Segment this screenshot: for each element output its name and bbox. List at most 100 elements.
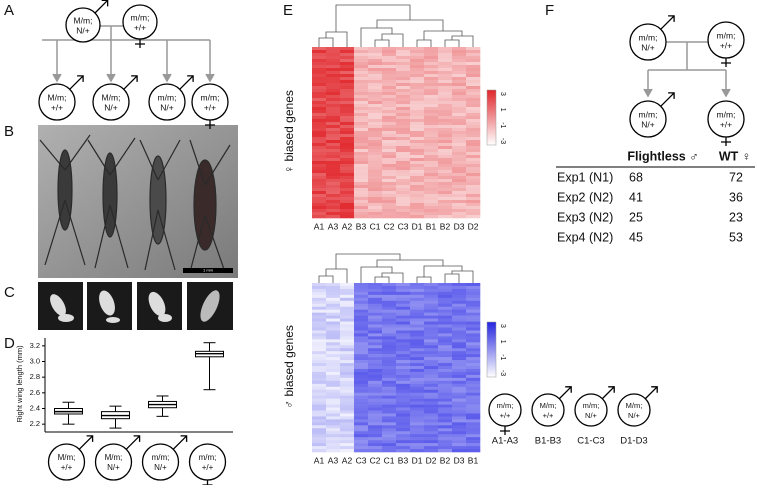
heatmap-cell xyxy=(424,327,439,331)
heatmap-cell xyxy=(438,315,453,319)
heatmap-cell xyxy=(312,62,327,66)
heatmap-cell xyxy=(340,339,355,343)
heatmap-cell xyxy=(410,137,425,141)
heatmap-cell xyxy=(424,59,439,63)
heatmap-cell xyxy=(312,203,327,207)
heatmap-cell xyxy=(340,300,355,305)
heatmap-cell xyxy=(326,446,341,450)
heatmap-cell xyxy=(382,110,397,114)
heatmap-cell xyxy=(410,389,425,394)
heatmap-cell xyxy=(354,212,369,216)
column-label: D3 xyxy=(454,221,465,231)
heatmap-cell xyxy=(424,71,439,75)
heatmap-cell xyxy=(354,416,369,420)
heatmap-cell xyxy=(466,77,481,81)
heatmap-cell xyxy=(368,119,383,123)
male-symbol xyxy=(79,435,94,450)
heatmap-cell xyxy=(340,107,355,111)
heatmap-cell xyxy=(368,377,383,382)
heatmap-cell xyxy=(312,176,327,180)
heatmap-cell xyxy=(410,119,425,123)
heatmap-cell xyxy=(340,374,355,379)
heatmap-cell xyxy=(340,404,355,408)
heatmap-cell xyxy=(438,449,453,453)
heatmap-cell xyxy=(410,215,425,219)
heatmap-cell xyxy=(466,410,481,414)
heatmap-cell xyxy=(382,200,397,204)
heatmap-cell xyxy=(326,401,341,405)
heatmap-cell xyxy=(452,194,467,198)
heatmap-cell xyxy=(424,446,439,450)
heatmap-cell xyxy=(424,443,439,447)
heatmap-cell xyxy=(354,47,369,51)
heatmap-cell xyxy=(410,98,425,102)
heatmap-cell xyxy=(382,428,397,432)
heatmap-cell xyxy=(368,360,383,364)
heatmap-cell xyxy=(354,437,369,441)
heatmap-cell xyxy=(466,428,481,432)
genotype-circle xyxy=(65,7,101,43)
heatmap-cell xyxy=(396,440,411,444)
heatmap-cell xyxy=(340,318,355,322)
heatmap-cell xyxy=(368,146,383,150)
heatmap-cell xyxy=(382,395,397,399)
heatmap-cell xyxy=(354,342,369,346)
genotype-text: m/m; xyxy=(131,12,150,22)
heatmap-label: ♂ biased genes xyxy=(282,325,296,409)
heatmap-cell xyxy=(368,288,383,293)
heatmap-cell xyxy=(396,125,411,129)
heatmap-cell xyxy=(438,59,453,63)
heatmap-cell xyxy=(466,318,481,322)
heatmap-cell xyxy=(312,440,327,444)
heatmap-cell xyxy=(340,173,355,177)
colorbar-tick-label: -1 xyxy=(499,122,506,128)
heatmap-cell xyxy=(466,113,481,117)
heatmap-cell xyxy=(396,377,411,382)
heatmap-cell xyxy=(326,368,341,373)
heatmap-cell xyxy=(452,371,467,376)
heatmap-cell xyxy=(466,342,481,346)
heatmap-cell xyxy=(452,392,467,396)
heatmap-cell xyxy=(326,95,341,99)
heatmap-cell xyxy=(368,449,383,453)
heatmap-cell xyxy=(410,366,425,370)
heatmap-cell xyxy=(382,188,397,192)
heatmap-cell xyxy=(382,330,397,334)
heatmap-cell xyxy=(424,374,439,379)
heatmap-cell xyxy=(438,288,453,293)
heatmap-cell xyxy=(312,56,327,60)
heatmap-cell xyxy=(452,119,467,123)
panel-label: C xyxy=(4,284,15,301)
heatmap-cell xyxy=(326,443,341,447)
column-label: C3 xyxy=(356,455,367,465)
heatmap-cell xyxy=(354,182,369,186)
heatmap-cell xyxy=(396,140,411,144)
heatmap-cell xyxy=(466,185,481,189)
genotype-text: +/+ xyxy=(202,463,214,472)
heatmap-cell xyxy=(326,386,341,391)
heatmap-cell xyxy=(424,182,439,186)
heatmap-cell xyxy=(410,47,425,51)
colorbar-tick-label: 1 xyxy=(499,340,506,344)
heatmap-cell xyxy=(396,368,411,373)
heatmap-cell xyxy=(452,357,467,361)
heatmap-cell xyxy=(452,306,467,310)
heatmap-cell xyxy=(466,422,481,426)
heatmap-cell xyxy=(382,357,397,361)
heatmap-cell xyxy=(312,170,327,174)
heatmap-cell xyxy=(410,324,425,328)
heatmap-cell xyxy=(410,155,425,159)
heatmap-cell xyxy=(326,324,341,328)
heatmap-cell xyxy=(382,191,397,195)
heatmap-cell xyxy=(312,336,327,340)
heatmap-cell xyxy=(354,143,369,147)
heatmap-cell xyxy=(452,206,467,210)
heatmap-cell xyxy=(410,176,425,180)
heatmap-cell xyxy=(466,161,481,165)
heatmap-cell xyxy=(340,366,355,370)
heatmap-cell xyxy=(396,437,411,441)
heatmap-cell xyxy=(354,197,369,201)
cross-lines xyxy=(643,41,731,98)
heatmap-cell xyxy=(312,86,327,90)
heatmap-cell xyxy=(396,119,411,123)
